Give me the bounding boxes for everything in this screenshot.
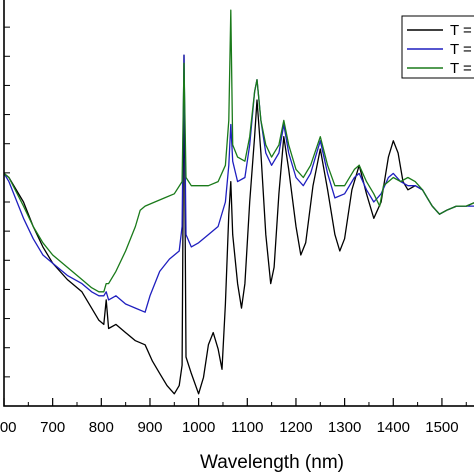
series-line-2 <box>3 54 474 313</box>
y-axis-ticks <box>4 26 10 407</box>
x-tick-label: 900 <box>137 419 162 436</box>
x-tick-label: 1300 <box>328 419 361 436</box>
legend: T = T = T = <box>401 15 474 79</box>
x-tick-label: 1500 <box>425 419 458 436</box>
x-tick-label: 1000 <box>182 419 215 436</box>
series-line-1 <box>3 54 474 395</box>
legend-label-3: T = <box>450 60 472 77</box>
x-tick-label: 700 <box>40 419 65 436</box>
x-tick-label: 800 <box>89 419 114 436</box>
series-layer <box>3 9 474 395</box>
legend-items: T = T = T = <box>407 22 472 77</box>
x-axis-ticks: 600 700 800 900 1000 1100 1200 1300 1400 1500 <box>0 398 467 436</box>
series-line-3 <box>3 9 474 293</box>
x-tick-label: 1400 <box>377 419 410 436</box>
x-tick-label: 600 <box>0 419 17 436</box>
x-tick-label: 1100 <box>231 419 263 436</box>
x-axis-title: Wavelength (nm) <box>200 452 344 473</box>
x-tick-label: 1200 <box>279 419 312 436</box>
legend-label-2: T = <box>450 41 472 58</box>
legend-label-1: T = <box>450 22 472 39</box>
